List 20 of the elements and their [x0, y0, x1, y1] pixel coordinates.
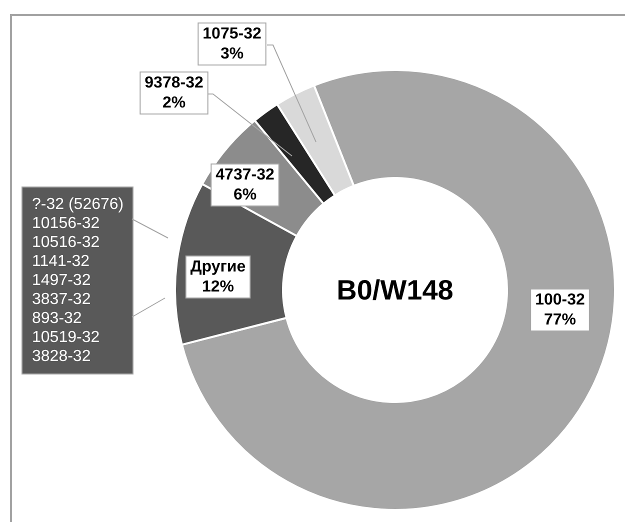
text: ?-32 (52676): [32, 196, 124, 213]
slice-label: 100-32: [535, 292, 586, 308]
slice-label: Другие: [190, 258, 246, 276]
slice-label: 9378-32: [144, 74, 204, 92]
text: 1497-32: [32, 272, 91, 289]
text: B0/W148: [336, 274, 454, 306]
text: 1141-32: [32, 253, 90, 270]
text: 10519-32: [32, 329, 100, 346]
data-label: 6%: [233, 186, 257, 204]
data-label: 2%: [162, 94, 186, 112]
data-label: 77%: [544, 312, 576, 328]
slice-label: 1075-32: [202, 26, 262, 42]
text: 893-32: [32, 310, 82, 327]
text: 10516-32: [32, 234, 100, 251]
text: 3828-32: [32, 348, 91, 365]
text: 3837-32: [32, 291, 91, 308]
data-label: 12%: [202, 278, 234, 296]
text: 10156-32: [32, 215, 100, 232]
data-label: 3%: [220, 46, 244, 62]
slice-label: 4737-32: [216, 166, 274, 184]
